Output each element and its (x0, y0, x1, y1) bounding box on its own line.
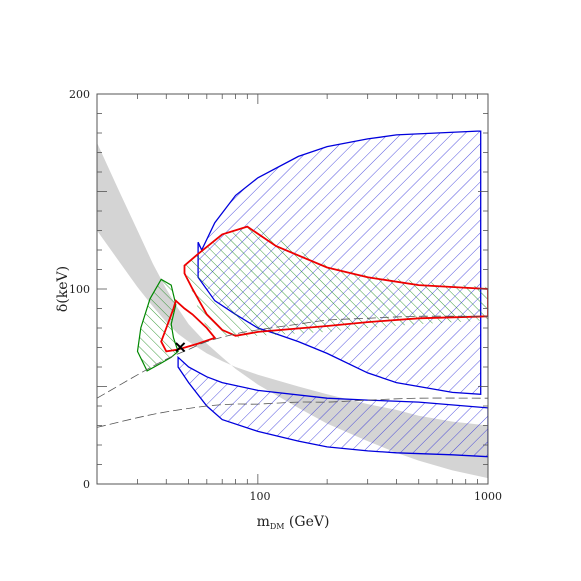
green-hatched-region-right (184, 224, 488, 338)
best-fit-marker: × (173, 338, 187, 358)
x-axis-label: mDM (GeV) (257, 514, 330, 531)
green-region (136, 278, 179, 372)
axis-ticks (96, 93, 489, 485)
red-region-small (160, 299, 217, 353)
x-tick-label-1000: 1000 (474, 490, 502, 503)
y-tick-label-0: 0 (83, 478, 90, 491)
dashed-curve-lower (97, 397, 488, 428)
red-region-large (183, 225, 488, 337)
x-tick-label-100: 100 (250, 490, 271, 503)
y-axis-label: δ(keV) (55, 266, 71, 312)
y-tick-label-200: 200 (69, 88, 90, 101)
blue-lower-region (177, 355, 488, 458)
y-tick-label-100: 100 (69, 283, 90, 296)
